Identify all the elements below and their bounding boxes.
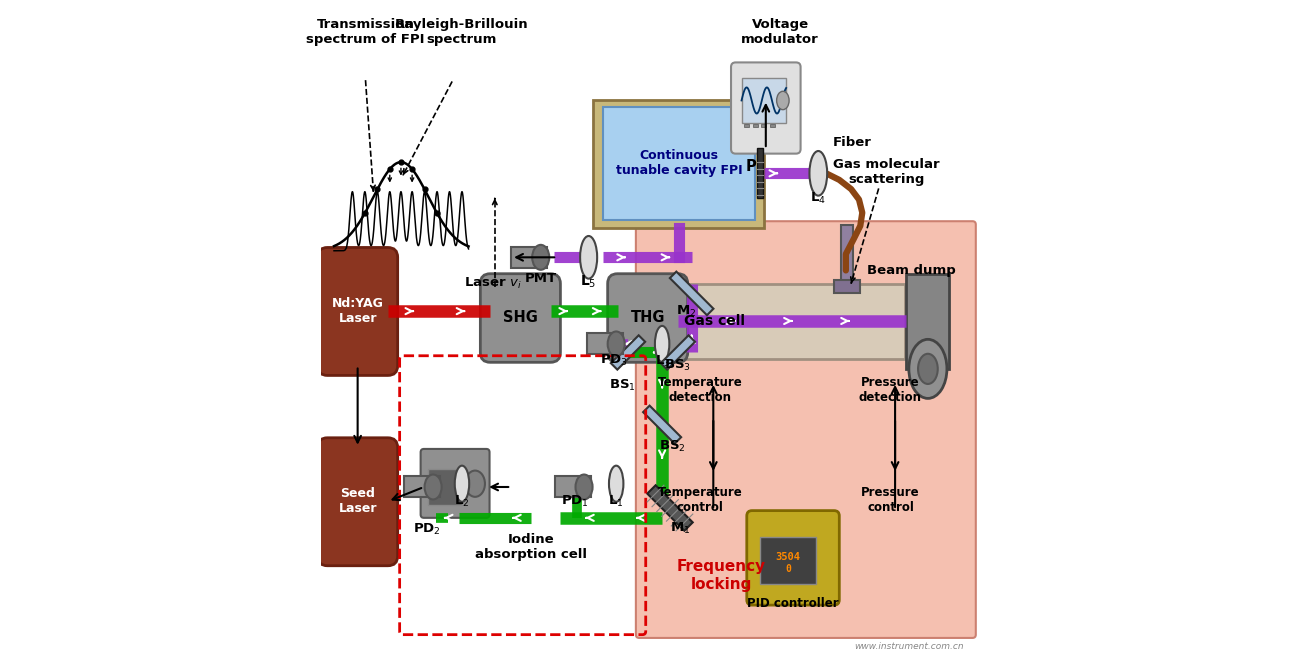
Text: Transmission
spectrum of FPI: Transmission spectrum of FPI <box>306 18 424 45</box>
Bar <box>587 333 623 355</box>
Ellipse shape <box>810 151 827 196</box>
Ellipse shape <box>909 339 948 399</box>
Text: 0: 0 <box>785 564 790 574</box>
Ellipse shape <box>609 466 623 501</box>
Text: PD$_3$: PD$_3$ <box>600 353 628 368</box>
Bar <box>604 107 755 220</box>
Ellipse shape <box>454 466 469 501</box>
Text: Fiber: Fiber <box>833 136 872 149</box>
Bar <box>593 100 763 228</box>
Bar <box>835 280 861 293</box>
Text: PD$_2$: PD$_2$ <box>413 522 441 537</box>
FancyBboxPatch shape <box>636 221 976 638</box>
Bar <box>741 78 787 123</box>
Text: PMT: PMT <box>524 272 557 285</box>
FancyBboxPatch shape <box>731 63 801 154</box>
Polygon shape <box>670 272 714 315</box>
Bar <box>744 124 749 127</box>
Text: L$_3$: L$_3$ <box>655 353 671 368</box>
Text: 3504: 3504 <box>776 552 801 562</box>
Text: M$_2$: M$_2$ <box>676 304 696 319</box>
Bar <box>906 273 949 369</box>
Ellipse shape <box>424 474 441 500</box>
Text: Laser $v_i$: Laser $v_i$ <box>463 276 522 291</box>
Text: Rayleigh-Brillouin
spectrum: Rayleigh-Brillouin spectrum <box>395 18 528 45</box>
Polygon shape <box>611 335 645 370</box>
Text: Voltage
modulator: Voltage modulator <box>741 18 819 45</box>
Bar <box>554 476 591 498</box>
Text: L$_5$: L$_5$ <box>580 273 597 290</box>
Text: L$_2$: L$_2$ <box>454 494 470 509</box>
Text: Temperature
control: Temperature control <box>658 486 742 514</box>
Text: THG: THG <box>631 310 665 325</box>
FancyBboxPatch shape <box>746 511 840 605</box>
Text: Gas cell: Gas cell <box>684 314 745 328</box>
Ellipse shape <box>532 245 549 270</box>
Text: Seed
Laser: Seed Laser <box>339 488 376 515</box>
Text: BS$_3$: BS$_3$ <box>663 358 691 373</box>
Text: SHG: SHG <box>502 310 537 325</box>
Text: P: P <box>745 159 757 174</box>
Text: Beam dump: Beam dump <box>867 264 955 277</box>
Text: Temperature
detection: Temperature detection <box>658 376 742 404</box>
Text: Continuous
tunable cavity FPI: Continuous tunable cavity FPI <box>615 150 742 177</box>
Bar <box>841 225 853 283</box>
Ellipse shape <box>580 236 597 279</box>
Bar <box>645 283 905 359</box>
Bar <box>404 476 440 498</box>
Text: Gas molecular
scattering: Gas molecular scattering <box>833 158 940 186</box>
Ellipse shape <box>655 326 670 362</box>
FancyBboxPatch shape <box>480 273 561 362</box>
Text: Pressure
detection: Pressure detection <box>859 376 922 404</box>
FancyBboxPatch shape <box>318 248 397 376</box>
FancyBboxPatch shape <box>607 273 688 362</box>
Text: BS$_1$: BS$_1$ <box>609 378 636 393</box>
Bar <box>511 247 548 268</box>
Ellipse shape <box>465 471 485 497</box>
Polygon shape <box>661 335 694 370</box>
Text: PID controller: PID controller <box>746 597 839 610</box>
Bar <box>759 537 815 584</box>
Text: Iodine
absorption cell: Iodine absorption cell <box>475 533 587 561</box>
Text: L$_4$: L$_4$ <box>810 190 827 206</box>
FancyBboxPatch shape <box>421 449 489 518</box>
Text: Nd:YAG
Laser: Nd:YAG Laser <box>332 297 384 325</box>
Polygon shape <box>643 406 681 444</box>
Text: Pressure
control: Pressure control <box>861 486 920 514</box>
Ellipse shape <box>776 92 789 109</box>
Bar <box>428 469 462 505</box>
Polygon shape <box>648 485 693 530</box>
Bar <box>770 124 775 127</box>
Text: BS$_2$: BS$_2$ <box>658 439 685 454</box>
Text: PD$_1$: PD$_1$ <box>561 494 589 509</box>
Text: M$_1$: M$_1$ <box>670 521 691 536</box>
FancyBboxPatch shape <box>318 438 397 565</box>
Bar <box>761 124 766 127</box>
Bar <box>753 124 758 127</box>
Ellipse shape <box>575 474 593 500</box>
Text: L$_1$: L$_1$ <box>609 494 624 509</box>
Ellipse shape <box>607 331 624 357</box>
Bar <box>757 148 762 198</box>
Text: www.instrument.com.cn: www.instrument.com.cn <box>854 642 964 651</box>
Text: Frequency
locking: Frequency locking <box>676 559 766 592</box>
Ellipse shape <box>918 354 937 384</box>
